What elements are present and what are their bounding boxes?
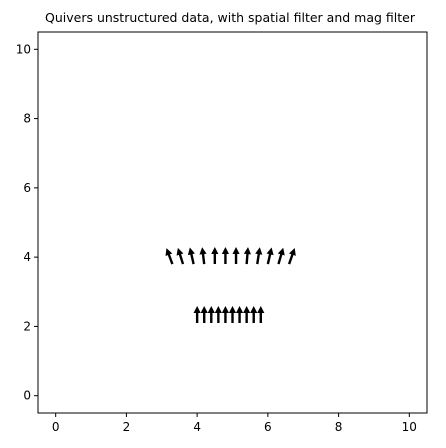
y-axis: 0 2 4 6 8 10 [16,42,38,403]
x-tick-label: 6 [264,420,272,434]
chart-title: Quivers unstructured data, with spatial … [45,10,416,25]
quiver-arrow [221,305,230,323]
y-tick-label: 4 [23,250,31,264]
x-tick-label: 0 [52,420,60,434]
y-tick-label: 10 [16,42,31,56]
quiver-arrow [221,247,230,265]
x-axis: 0 2 4 6 8 10 [52,413,417,434]
quiver-arrow [243,247,252,265]
quiver-arrow [232,247,240,265]
quiver-arrow [187,247,195,265]
x-tick-label: 8 [335,420,343,434]
quiver-arrow [193,305,201,323]
quiver-arrow [211,247,219,265]
y-tick-label: 8 [23,112,31,126]
quiver-arrow [165,248,174,265]
quiver-arrow [287,248,296,265]
quiver-arrow [207,305,215,323]
quiver-arrow [228,305,237,323]
quiver-arrow [266,247,274,265]
quiver-arrow [255,247,263,265]
x-tick-label: 2 [123,420,131,434]
quiver-arrow [214,305,222,323]
quiver-arrows [165,247,296,323]
quiver-arrow [257,305,265,323]
quiver-arrow [235,305,244,323]
y-tick-label: 6 [23,181,31,195]
quiver-arrow [250,305,258,323]
x-tick-label: 10 [402,420,417,434]
y-tick-label: 0 [23,389,31,403]
plot-area [37,31,428,414]
quiver-arrow [243,305,251,323]
quiver-arrow [176,247,185,265]
quiver-arrow [199,247,207,265]
y-tick-label: 2 [23,319,31,333]
x-tick-label: 4 [193,420,201,434]
quiver-arrow [200,305,208,323]
quiver-arrow [277,247,285,265]
